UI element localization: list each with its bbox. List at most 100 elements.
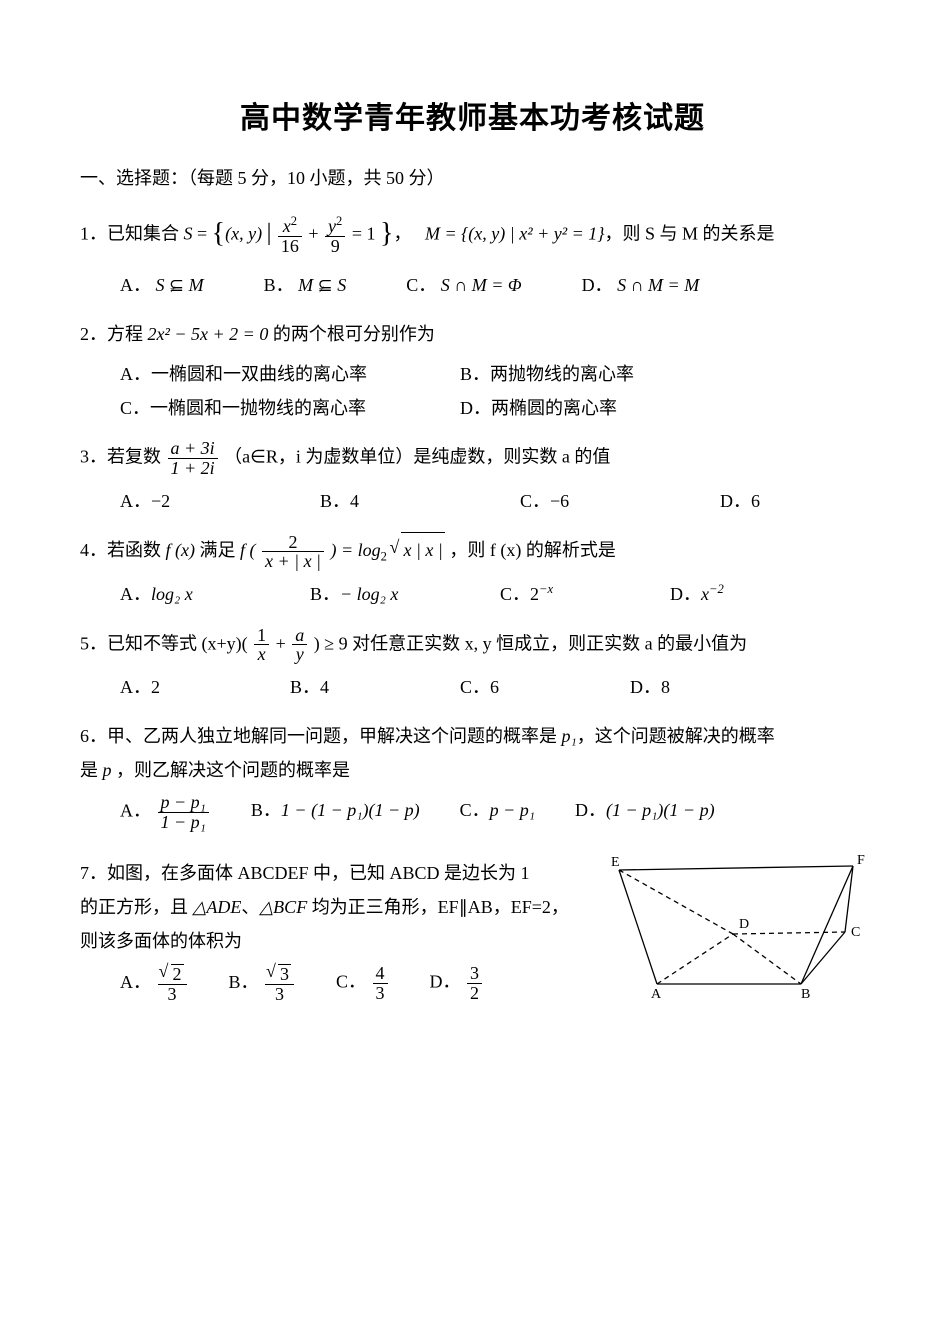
q6-a-frac: p − p₁ 1 − p₁: [158, 793, 209, 832]
q2-num: 2．: [80, 324, 107, 344]
q4-fx: f (x): [166, 540, 195, 560]
frac-exp: 2: [291, 214, 297, 228]
opt-rhs: M: [189, 275, 204, 295]
q6-opt-c: C．p − p₁: [460, 793, 535, 832]
opt-text: 1 − (1 − p₁)(1 − p): [281, 800, 420, 820]
section-heading: 一、选择题：（每题 5 分，10 小题，共 50 分）: [80, 161, 865, 195]
question-1: 1．已知集合 S = {(x, y) | x2 16 + y2 9 = 1 }，…: [80, 209, 865, 262]
sqrt-val: 2: [171, 964, 184, 984]
frac-den: 3: [158, 985, 187, 1004]
opt-text: log₂ x: [151, 584, 193, 604]
q1-M: M: [425, 224, 440, 244]
opt-label: D．: [582, 275, 613, 295]
plus: +: [276, 633, 291, 653]
frac-den: 9: [325, 237, 345, 256]
q1-Mdef: = {(x, y) | x² + y² = 1}: [440, 224, 605, 244]
q5-opt-d: D．8: [630, 670, 670, 704]
sqrt-icon: x | x |: [391, 532, 444, 567]
q4-opt-a: A．log₂ x: [120, 577, 270, 611]
q4-mid: 满足: [195, 540, 240, 560]
page-title: 高中数学青年教师基本功考核试题: [80, 90, 865, 147]
q5-options: A．2 B．4 C．6 D．8: [120, 670, 865, 704]
q3-frac: a + 3i 1 + 2i: [168, 439, 218, 478]
opt-label: A．: [120, 972, 151, 992]
svg-text:C: C: [851, 925, 860, 940]
frac-den: y: [292, 645, 307, 664]
opt-text: S ∩ M = M: [617, 275, 699, 295]
q1-frac2: y2 9: [325, 215, 345, 256]
q3-opt-c: C．−6: [520, 484, 680, 518]
opt-text: − log₂ x: [340, 584, 398, 604]
q4-opt-c: C．2−x: [500, 577, 630, 611]
opt-label: D．: [670, 584, 701, 604]
opt-label: D．: [430, 972, 461, 992]
q7-num: 7．: [80, 863, 107, 883]
frac-den: x: [254, 645, 269, 664]
frac-den: 1 − p₁: [158, 813, 209, 832]
q4-post: ，则 f (x) 的解析式是: [449, 540, 615, 560]
q7-tri2: △BCF: [259, 897, 307, 917]
opt-label: B．: [310, 584, 340, 604]
q6-p1: p₁: [562, 726, 577, 746]
sep: 、: [241, 897, 259, 917]
svg-text:A: A: [651, 987, 662, 1002]
frac-num: p − p₁: [158, 793, 209, 813]
brace-open-icon: {: [212, 207, 225, 260]
subsetneq-icon: ⊆: [318, 268, 333, 302]
q3-opt-b: B．4: [320, 484, 480, 518]
opt-label: C．: [460, 800, 490, 820]
q1-opt-b: B． M ⊆ S: [264, 268, 347, 302]
frac-num: 4: [373, 964, 388, 984]
brace-close-icon: }: [380, 207, 393, 260]
log-base: 2: [381, 550, 387, 564]
question-3: 3．若复数 a + 3i 1 + 2i （a∈R，i 为虚数单位）是纯虚数，则实…: [80, 439, 865, 478]
q1-num: 1．: [80, 224, 107, 244]
q5-post: ) ≥ 9 对任意正实数 x, y 恒成立，则正实数 a 的最小值为: [314, 633, 747, 653]
bar-icon: |: [267, 211, 272, 257]
opt-label: D．: [575, 800, 606, 820]
q2-pre: 方程: [107, 324, 148, 344]
opt-lhs: M: [298, 275, 313, 295]
exp: −x: [539, 582, 553, 596]
q1-options: A． S ⊆ M B． M ⊆ S C． S ∩ M = Φ D． S ∩ M …: [120, 268, 865, 302]
q4-pre: 若函数: [107, 540, 166, 560]
q4-fclose: ) = log: [331, 540, 381, 560]
frac-den: 16: [278, 237, 302, 256]
q6-opt-a: A． p − p₁ 1 − p₁: [120, 793, 211, 832]
question-6: 6．甲、乙两人独立地解同一问题，甲解决这个问题的概率是 p₁，这个问题被解决的概…: [80, 719, 865, 787]
frac-den: 2: [467, 984, 482, 1003]
q4-options: A．log₂ x B．− log₂ x C．2−x D．x−2: [120, 577, 865, 611]
opt-text: p − p₁: [490, 800, 535, 820]
q3-opt-a: A．−2: [120, 484, 280, 518]
frac-den: x + | x |: [262, 552, 324, 571]
opt-text: S ∩ M = Φ: [441, 275, 522, 295]
q5-pre: 已知不等式 (x+y)(: [107, 633, 248, 653]
q6-opt-d: D．(1 − p₁)(1 − p): [575, 793, 715, 832]
opt-lhs: S: [156, 275, 165, 295]
frac-num: y: [328, 216, 336, 236]
q7-l1: 如图，在多面体 ABCDEF 中，已知 ABCD 是边长为 1: [107, 863, 530, 883]
q5-num: 5．: [80, 633, 107, 653]
q3-mid: （a∈R，i 为虚数单位）是纯虚数，则实数 a 的值: [224, 447, 610, 467]
question-5: 5．已知不等式 (x+y)( 1x + ay ) ≥ 9 对任意正实数 x, y…: [80, 626, 865, 665]
q4-fopen: f (: [240, 540, 256, 560]
opt-label: C．: [336, 972, 366, 992]
q7-l2post: 均为正三角形，EF∥AB，EF=2，: [307, 897, 569, 917]
q2-post: 的两个根可分别作为: [268, 324, 435, 344]
q2-opt-a: A．一椭圆和一双曲线的离心率: [120, 357, 420, 391]
q6-opt-b: B．1 − (1 − p₁)(1 − p): [251, 793, 420, 832]
q3-pre: 若复数: [107, 447, 166, 467]
opt-text: (1 − p₁)(1 − p): [606, 800, 715, 820]
base: x: [701, 584, 709, 604]
base: 2: [530, 584, 539, 604]
q7-opt-a: A． 23: [120, 964, 189, 1004]
q4-argfrac: 2 x + | x |: [262, 533, 324, 572]
q1-opt-a: A． S ⊆ M: [120, 268, 204, 302]
q7-options: A． 23 B． 33 C． 43 D． 32: [120, 964, 595, 1004]
q7-figure: EFABDC: [605, 852, 865, 1013]
opt-label: A．: [120, 584, 151, 604]
q2-opt-d: D．两椭圆的离心率: [460, 391, 617, 425]
q1-opt-c: C． S ∩ M = Φ: [406, 268, 521, 302]
q6-l2post: ，则乙解决这个问题的概率是: [112, 760, 351, 780]
q7-l3: 则该多面体的体积为: [80, 931, 242, 951]
